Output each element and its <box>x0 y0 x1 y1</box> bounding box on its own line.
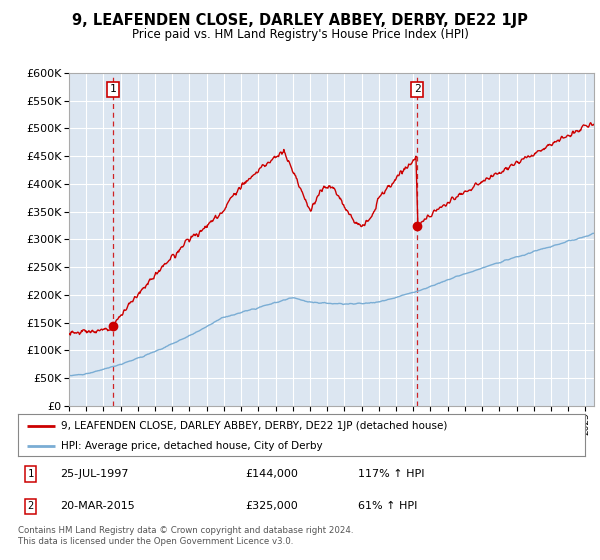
Text: Price paid vs. HM Land Registry's House Price Index (HPI): Price paid vs. HM Land Registry's House … <box>131 28 469 41</box>
Text: £144,000: £144,000 <box>245 469 298 479</box>
Text: 2: 2 <box>28 501 34 511</box>
Text: £325,000: £325,000 <box>245 501 298 511</box>
Text: 1: 1 <box>28 469 34 479</box>
Text: 25-JUL-1997: 25-JUL-1997 <box>61 469 129 479</box>
Text: 117% ↑ HPI: 117% ↑ HPI <box>358 469 425 479</box>
Text: 9, LEAFENDEN CLOSE, DARLEY ABBEY, DERBY, DE22 1JP: 9, LEAFENDEN CLOSE, DARLEY ABBEY, DERBY,… <box>72 13 528 29</box>
Text: HPI: Average price, detached house, City of Derby: HPI: Average price, detached house, City… <box>61 441 322 451</box>
Text: 20-MAR-2015: 20-MAR-2015 <box>61 501 135 511</box>
Text: 61% ↑ HPI: 61% ↑ HPI <box>358 501 418 511</box>
Text: Contains HM Land Registry data © Crown copyright and database right 2024.
This d: Contains HM Land Registry data © Crown c… <box>18 526 353 546</box>
Text: 2: 2 <box>413 85 421 95</box>
Text: 9, LEAFENDEN CLOSE, DARLEY ABBEY, DERBY, DE22 1JP (detached house): 9, LEAFENDEN CLOSE, DARLEY ABBEY, DERBY,… <box>61 421 447 431</box>
Text: 1: 1 <box>110 85 116 95</box>
